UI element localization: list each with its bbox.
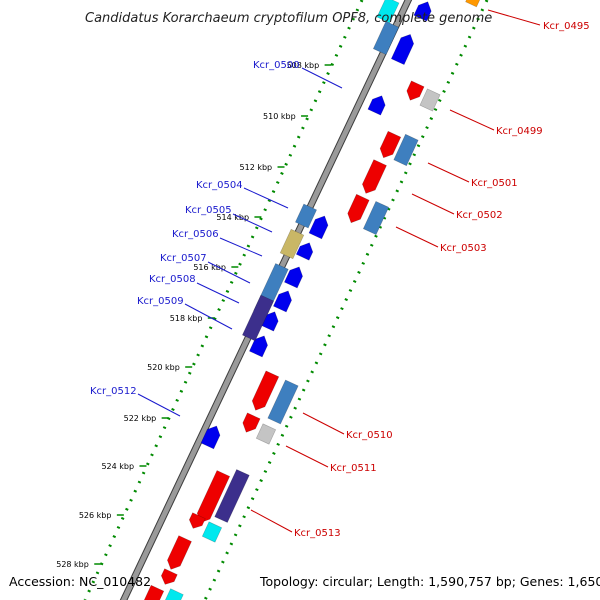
scale-label: 508 kbp: [287, 61, 320, 70]
gene-feature: [251, 370, 280, 411]
gene-feature: [267, 379, 299, 425]
gene-label-left: Kcr_0504: [196, 180, 243, 191]
gene-feature: [249, 335, 268, 358]
gene-feature: [376, 0, 400, 24]
gene-feature: [160, 568, 178, 585]
gene-label-right-leader: [449, 109, 495, 131]
genome-title: Candidatus Korarchaeum cryptofilum OPF8,…: [85, 11, 492, 26]
accession-text: Accession: NC_010482: [9, 574, 151, 589]
gene-feature: [362, 159, 387, 194]
gene-feature: [188, 512, 206, 529]
scale-ring-outer: [203, 0, 489, 600]
gene-label-left: Kcr_0508: [149, 274, 196, 285]
gene-label-right-leader: [395, 226, 439, 248]
gene-label-right-leader: [250, 509, 293, 533]
gene-label-left-leader: [243, 187, 289, 209]
gene-feature: [255, 423, 277, 445]
gene-label-left-leader: [301, 67, 343, 89]
gene-feature: [242, 294, 274, 342]
gene-label-left: Kcr_0512: [90, 386, 137, 397]
scale-label: 522 kbp: [124, 414, 157, 423]
gene-label-right: Kcr_0502: [456, 210, 503, 221]
gene-feature: [406, 80, 425, 101]
gene-feature: [390, 34, 415, 65]
label-layer: 508 kbp 510 kbp 512 kbp 514 kbp 516 kbp 518 k…: [56, 9, 590, 569]
gene-label-right-leader: [302, 412, 345, 435]
gene-label-left-leader: [137, 393, 181, 417]
gene-feature: [200, 425, 221, 450]
gene-feature: [201, 521, 223, 543]
scale-label: 512 kbp: [240, 163, 273, 172]
gene-feature: [362, 201, 390, 235]
gene-feature: [165, 588, 184, 600]
gene-label-left-leader: [184, 303, 233, 330]
gene-feature: [372, 21, 400, 55]
gene-feature: [284, 266, 303, 289]
gene-feature: [379, 130, 402, 159]
gene-feature: [295, 203, 317, 229]
gene-label-right: Kcr_0499: [496, 126, 543, 137]
gene-label-right: Kcr_0495: [543, 21, 590, 32]
gene-feature: [242, 412, 261, 433]
gene-feature: [196, 470, 231, 523]
gene-label-right-leader: [487, 9, 541, 26]
gene-feature: [393, 133, 419, 167]
gene-label-right: Kcr_0511: [330, 463, 377, 474]
scale-ring-inner: [83, 0, 364, 600]
gene-label-right: Kcr_0510: [346, 430, 393, 441]
gene-label-left: Kcr_0509: [137, 296, 184, 307]
gene-label-left-leader: [219, 237, 263, 257]
gene-feature: [413, 1, 432, 22]
gene-feature: [465, 0, 481, 8]
gene-feature: [308, 215, 329, 240]
gene-label-right: Kcr_0513: [294, 528, 341, 539]
gene-feature: [273, 290, 292, 313]
gene-feature: [347, 193, 370, 224]
gene-feature: [419, 88, 441, 112]
gene-feature: [367, 95, 386, 116]
gene-feature: [279, 228, 305, 260]
scale-label: 518 kbp: [170, 314, 203, 323]
gene-label-right: Kcr_0503: [440, 243, 487, 254]
gene-label-right-leader: [285, 445, 329, 468]
gene-label-left: Kcr_0506: [172, 229, 219, 240]
scale-label: 520 kbp: [147, 363, 180, 372]
scale-label: 514 kbp: [216, 213, 249, 222]
scale-label: 526 kbp: [79, 511, 112, 520]
scale-label: 528 kbp: [56, 560, 89, 569]
gene-feature: [214, 469, 250, 523]
gene-label-right-leader: [427, 162, 470, 183]
gene-label-left-leader: [207, 261, 251, 284]
gene-label-right-leader: [411, 193, 455, 215]
scale-label: 516 kbp: [193, 263, 226, 272]
gene-feature: [167, 535, 192, 570]
gene-label-left: Kcr_0507: [160, 253, 207, 264]
gene-label-left-leader: [232, 213, 273, 233]
gene-label-left: Kcr_0500: [253, 60, 300, 71]
scale-label: 510 kbp: [263, 112, 296, 121]
gene-label-right: Kcr_0501: [471, 178, 518, 189]
gene-label-left: Kcr_0505: [185, 205, 232, 216]
feature-layer: [143, 0, 481, 600]
gene-feature: [295, 242, 314, 261]
scale-label: 524 kbp: [101, 462, 134, 471]
genome-summary-text: Topology: circular; Length: 1,590,757 bp…: [259, 574, 600, 589]
gene-label-left-leader: [196, 282, 240, 304]
